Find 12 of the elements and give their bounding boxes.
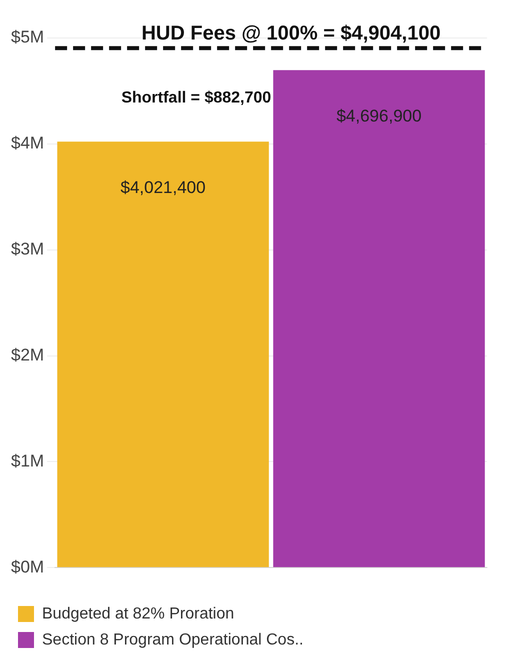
legend-label: Section 8 Program Operational Cos.. (42, 631, 304, 648)
y-tick-label: $1M (10, 451, 44, 470)
data-label: $4,696,900 (336, 106, 422, 126)
y-tick-label: $5M (10, 28, 44, 47)
y-tick-label: $3M (10, 240, 44, 259)
legend-label: Budgeted at 82% Proration (42, 605, 234, 622)
y-tick-label: $0M (10, 557, 44, 576)
ref-line-label: HUD Fees @ 100% = $4,904,100 (141, 22, 441, 45)
annotation: Shortfall = $882,700 (121, 89, 272, 106)
y-tick-label: $4M (10, 134, 44, 153)
y-tick-label: $2M (10, 345, 44, 364)
data-label: $4,021,400 (120, 178, 206, 197)
